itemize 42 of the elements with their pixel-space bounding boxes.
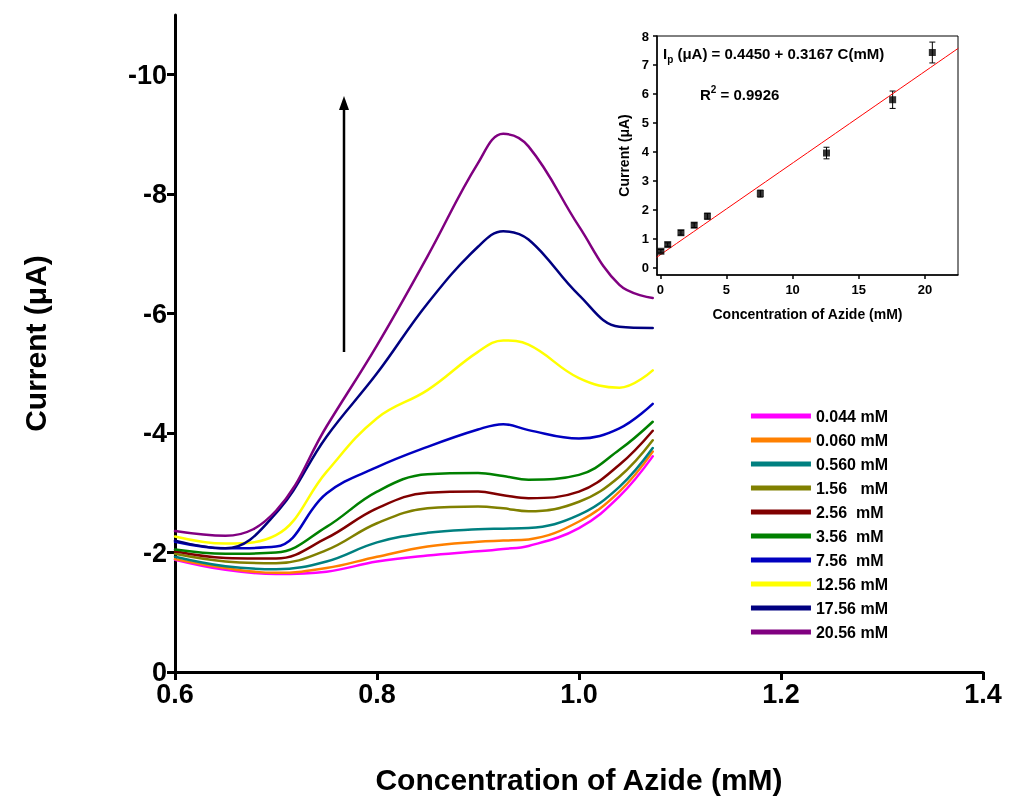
legend-label: 2.56 mM: [815, 503, 884, 521]
point: [889, 96, 897, 104]
x-tick-label: 15: [851, 282, 866, 297]
line-series: [173, 229, 654, 550]
legend-label: 17.56 mM: [815, 599, 889, 617]
y-tick-label: -6: [142, 298, 167, 329]
point: [928, 49, 936, 57]
legend-label: 1.56 mM: [815, 479, 888, 497]
x-tick-label: 1.4: [964, 678, 1002, 709]
y-tick-label: 2: [641, 202, 649, 218]
point: [822, 149, 830, 157]
legend-label: 0.044 mM: [815, 407, 889, 425]
y-tick-label: -8: [142, 179, 167, 210]
y-tick-label: 1: [641, 231, 649, 247]
y-tick-label: 3: [641, 173, 649, 189]
x-tick-label: 0.8: [358, 678, 396, 709]
legend-label: 12.56 mM: [815, 575, 889, 593]
legend-label: 7.56 mM: [815, 551, 884, 569]
y-axis-title: Current (μA): [18, 255, 52, 432]
y-tick-label: -4: [142, 418, 167, 449]
y-axis-title: Current (μA): [615, 114, 632, 197]
y-tick-label: 5: [641, 115, 649, 131]
x-axis-title: Concentration of Azide (mM): [712, 306, 903, 322]
legend-label: 20.56 mM: [815, 623, 889, 641]
y-tick-label: 4: [641, 144, 650, 160]
line-series: [173, 339, 654, 545]
x-axis-title: Concentration of Azide (mM): [375, 762, 783, 796]
x-tick-label: 10: [785, 282, 800, 297]
x-tick-label: 0: [656, 282, 664, 297]
y-tick-label: -2: [142, 537, 167, 568]
y-tick-label: 7: [641, 57, 649, 73]
legend-label: 0.560 mM: [815, 455, 889, 473]
y-tick-label: -10: [127, 59, 167, 90]
y-tick-label: 6: [641, 86, 649, 102]
x-tick-label: 1.2: [762, 678, 800, 709]
legend-label: 0.060 mM: [815, 431, 889, 449]
legend-label: 3.56 mM: [815, 527, 884, 545]
x-tick-label: 20: [917, 282, 933, 297]
x-tick-label: 5: [722, 282, 731, 297]
y-tick-label: 0: [641, 260, 649, 276]
y-tick-label: 8: [641, 28, 649, 44]
x-tick-label: 1.0: [560, 678, 598, 709]
